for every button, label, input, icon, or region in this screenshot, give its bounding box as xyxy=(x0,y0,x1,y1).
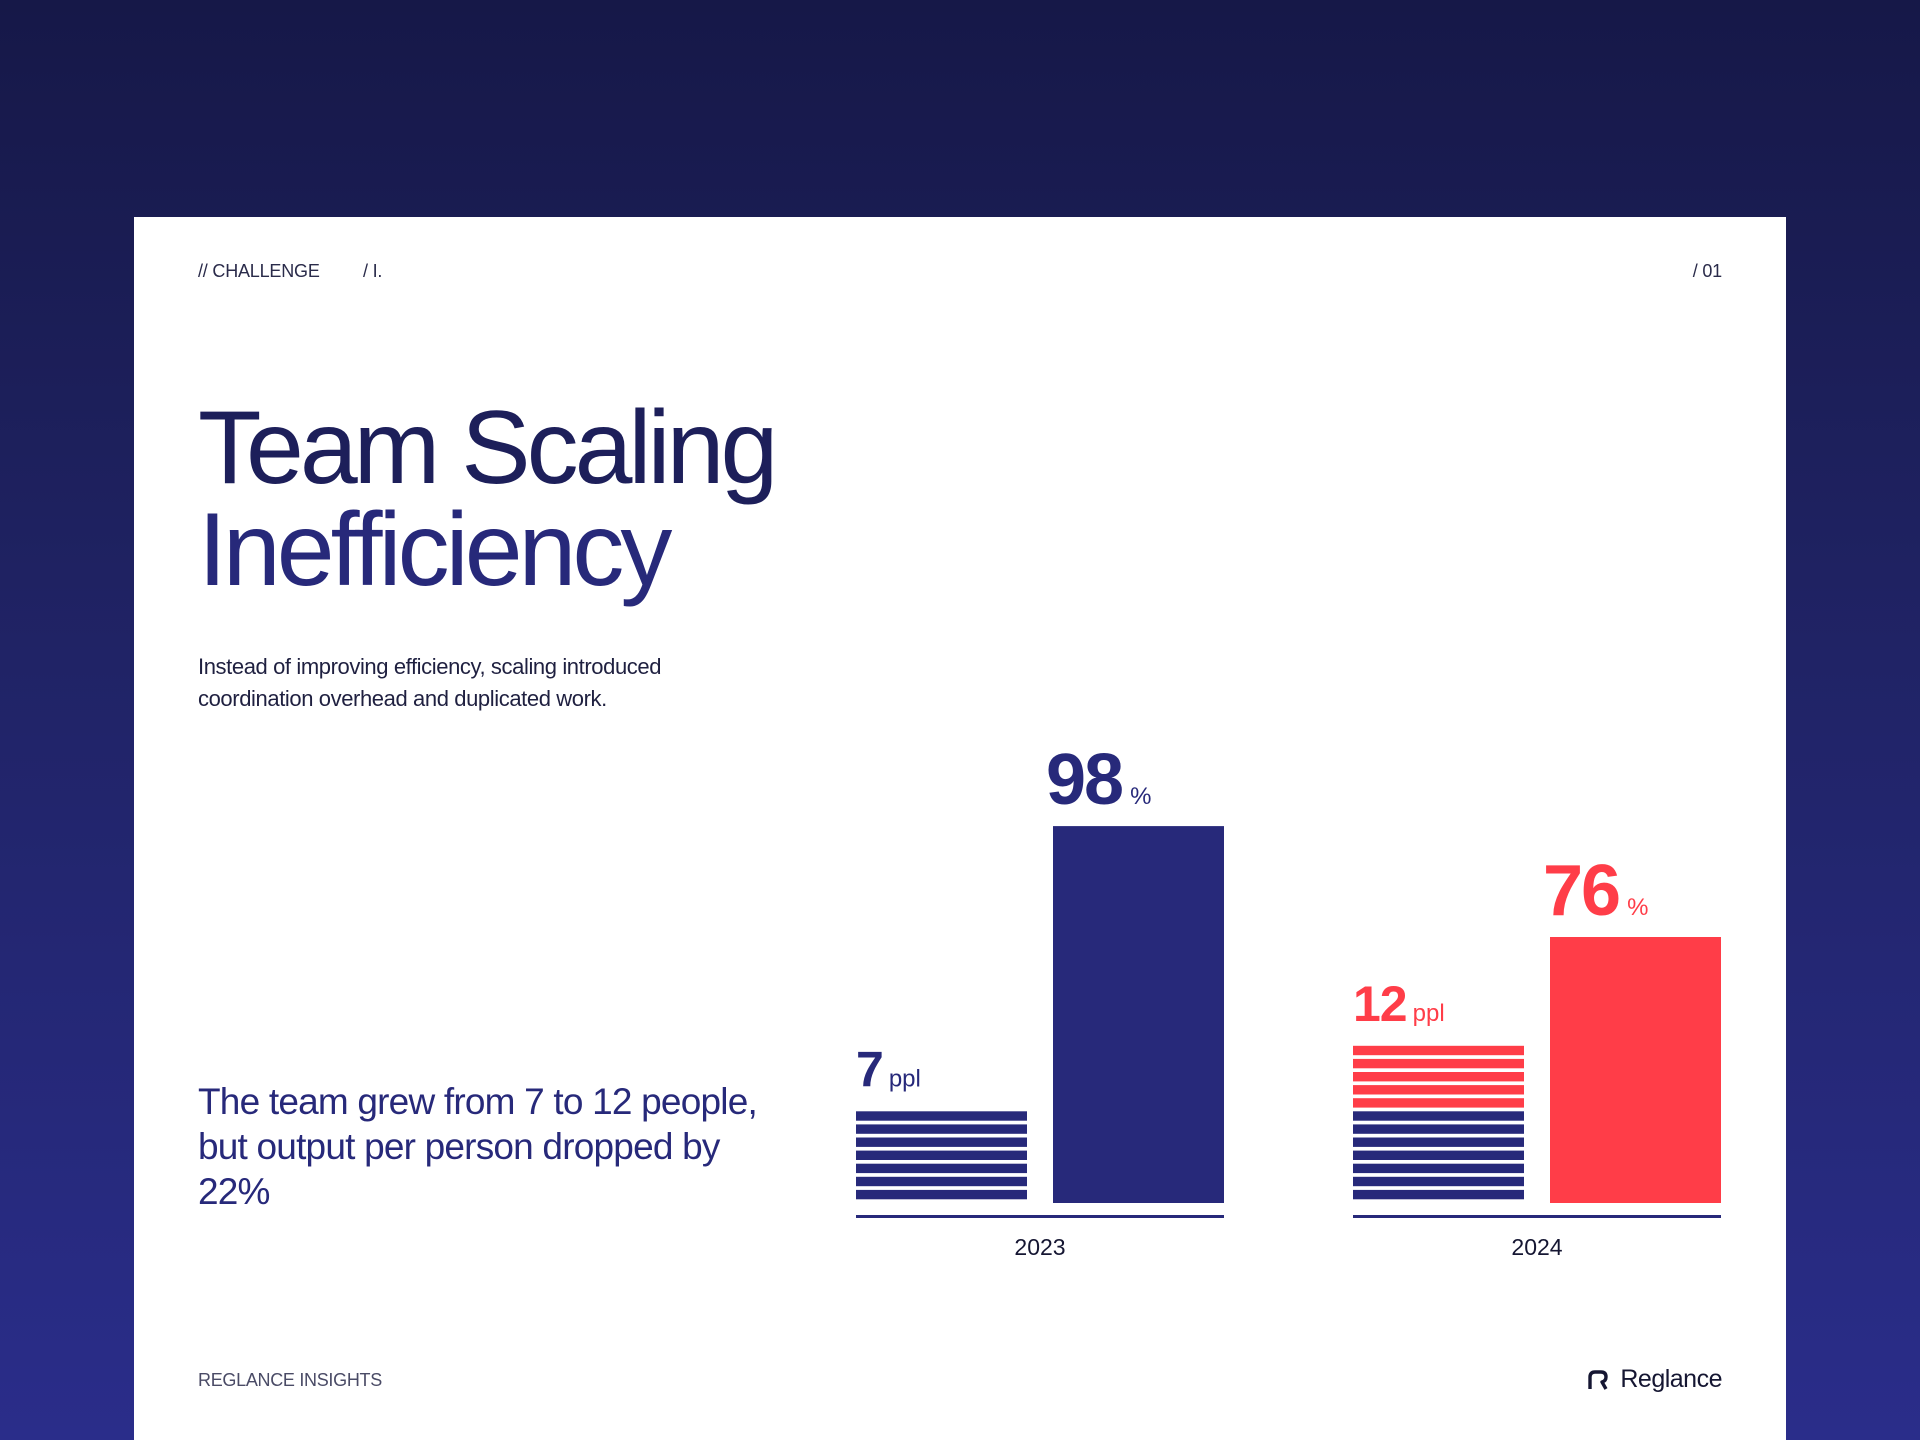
team-stripe xyxy=(1353,1163,1524,1174)
rate-bar xyxy=(1550,937,1721,1203)
team-stripe xyxy=(856,1124,1027,1134)
team-efficiency-chart: 7 ppl 98 % 2023 12 ppl 76 % 2024 xyxy=(856,740,1721,1260)
subsection-label: / I. xyxy=(363,261,383,281)
team-stripe xyxy=(1353,1124,1524,1134)
team-stripe xyxy=(856,1111,1027,1121)
team-stripe xyxy=(1353,1045,1524,1056)
team-stripe xyxy=(856,1163,1027,1174)
title-line-1: Team Scaling xyxy=(198,390,778,506)
year-label: 2024 xyxy=(1511,1234,1562,1260)
page-title: Team Scaling Inefficiency xyxy=(198,390,778,608)
rate-value-label: 76% xyxy=(1543,851,1648,931)
rate-bar xyxy=(1053,826,1224,1203)
team-stripe xyxy=(1353,1085,1524,1095)
team-stripe xyxy=(856,1150,1027,1160)
team-stripe xyxy=(1353,1072,1524,1082)
team-count-label: 7 ppl xyxy=(856,1041,921,1097)
rate-value-label: 98% xyxy=(1046,740,1151,820)
team-count-label: 12 ppl xyxy=(1353,976,1445,1032)
description: Instead of improving efficiency, scaling… xyxy=(198,654,662,711)
slide-card: // CHALLENGE / I. / 01 Team Scaling Inef… xyxy=(134,217,1786,1440)
group-baseline xyxy=(1353,1215,1721,1218)
brand-name: Reglance xyxy=(1620,1365,1722,1393)
team-stripe xyxy=(856,1137,1027,1147)
footer-label: REGLANCE INSIGHTS xyxy=(198,1370,382,1390)
section-label: // CHALLENGE xyxy=(198,261,320,281)
group-baseline xyxy=(856,1215,1224,1218)
team-stripe xyxy=(1353,1176,1524,1187)
team-stripe xyxy=(856,1176,1027,1187)
team-stripe xyxy=(1353,1150,1524,1160)
page-number: / 01 xyxy=(1692,261,1722,281)
team-stripe xyxy=(1353,1189,1524,1200)
team-stripe xyxy=(856,1189,1027,1200)
title-line-2: Inefficiency xyxy=(198,492,672,608)
team-stripe xyxy=(1353,1058,1524,1069)
brand[interactable]: Reglance xyxy=(1586,1365,1722,1394)
year-label: 2023 xyxy=(1014,1234,1065,1260)
callout-text: The team grew from 7 to 12 people, but o… xyxy=(198,1081,758,1212)
reglance-logo-icon xyxy=(1586,1368,1610,1392)
team-stripe xyxy=(1353,1098,1524,1108)
team-stripe xyxy=(1353,1111,1524,1121)
team-stripe xyxy=(1353,1137,1524,1147)
